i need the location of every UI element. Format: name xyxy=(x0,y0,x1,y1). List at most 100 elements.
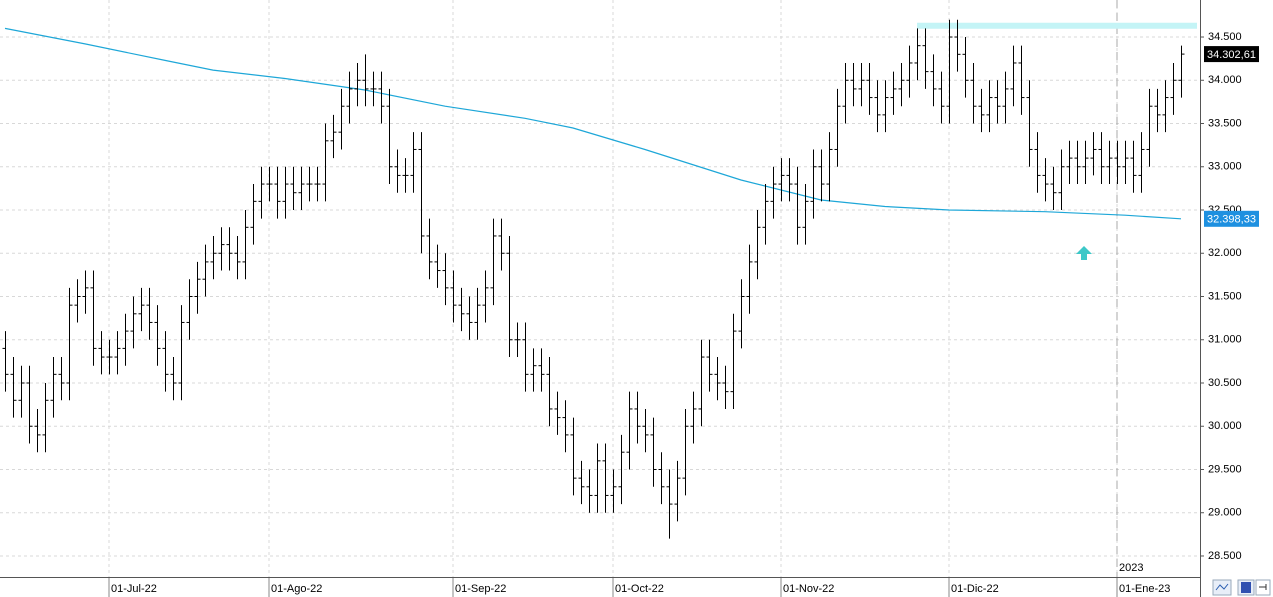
ohlc-bar xyxy=(282,166,289,219)
ohlc-bar xyxy=(258,166,265,219)
ohlc-bar xyxy=(1074,140,1081,185)
ohlc-bar xyxy=(778,158,785,202)
ohlc-bar xyxy=(10,357,17,418)
ohlc-bar xyxy=(1154,88,1161,133)
ohlc-bar xyxy=(658,452,665,505)
ohlc-bar xyxy=(330,114,337,159)
plot xyxy=(2,19,1197,539)
y-tick-label: 33.500 xyxy=(1208,117,1242,129)
ohlc-bar xyxy=(730,313,737,409)
ma-label: 32.398,33 xyxy=(1207,214,1256,226)
ohlc-bar xyxy=(818,149,825,202)
ohlc-bar xyxy=(914,28,921,81)
ohlc-bar xyxy=(610,469,617,513)
ohlc-bar xyxy=(554,391,561,435)
ohlc-bar xyxy=(506,235,513,358)
ohlc-bar xyxy=(178,305,185,401)
ohlc-bar xyxy=(522,322,529,392)
ohlc-bar xyxy=(146,287,153,340)
ohlc-bar xyxy=(210,235,217,280)
ohlc-bar xyxy=(1090,132,1097,176)
ohlc-bar xyxy=(218,227,225,271)
ohlc-bar xyxy=(642,408,649,453)
y-tick-label: 30.000 xyxy=(1208,420,1242,432)
ohlc-bar xyxy=(890,71,897,115)
ohlc-bar xyxy=(2,331,9,392)
price-label-box xyxy=(1204,46,1259,63)
y-tick-label: 31.000 xyxy=(1208,334,1242,346)
ohlc-bar xyxy=(306,166,313,202)
moving-average xyxy=(4,27,1182,220)
ohlc-bar xyxy=(1146,88,1153,167)
icon xyxy=(1259,584,1267,590)
ohlc-bar xyxy=(666,469,673,539)
icon xyxy=(1241,582,1251,593)
ohlc-bar xyxy=(450,270,457,323)
x-tick-label: 01-Jul-22 xyxy=(111,583,157,595)
ohlc-bar xyxy=(170,357,177,401)
ma-label-box xyxy=(1204,210,1259,227)
ohlc-bar xyxy=(634,391,641,444)
ohlc-bar xyxy=(578,460,585,505)
ohlc-bar xyxy=(1162,80,1169,133)
ohlc-bar xyxy=(162,331,169,392)
ohlc-bar xyxy=(618,434,625,505)
ohlc-bar xyxy=(74,279,81,323)
toolbar xyxy=(1212,579,1271,596)
ohlc-bar xyxy=(290,166,297,211)
ohlc-bar xyxy=(570,417,577,496)
ohlc-bar xyxy=(1002,71,1009,124)
ohlc-bar xyxy=(90,270,97,366)
ohlc-bar xyxy=(1138,132,1145,193)
ohlc-bar xyxy=(82,270,89,314)
ohlc-bar xyxy=(298,166,305,211)
ohlc-bar xyxy=(706,339,713,392)
ohlc-bar xyxy=(50,357,57,418)
ohlc-bar xyxy=(970,62,977,124)
ohlc-bar xyxy=(266,166,273,202)
ohlc-bar xyxy=(994,80,1001,124)
y-tick-label: 29.000 xyxy=(1208,507,1242,519)
ohlc-bar xyxy=(1058,149,1065,211)
ohlc-bar xyxy=(154,305,161,366)
ohlc-bar xyxy=(234,235,241,280)
ohlc-bar xyxy=(1010,45,1017,107)
ohlc-bar xyxy=(1034,132,1041,193)
ohlc-bar xyxy=(1018,45,1025,115)
ohlc-bar xyxy=(58,357,65,401)
grid xyxy=(0,0,1204,597)
ohlc-bar xyxy=(338,88,345,150)
ohlc-bar xyxy=(530,348,537,392)
ohlc-bar xyxy=(922,28,929,89)
ohlc-bar xyxy=(898,62,905,107)
ohlc-bar xyxy=(826,132,833,202)
ohlc-bar xyxy=(202,244,209,297)
ohlc-bar xyxy=(410,132,417,193)
ohlc-bar xyxy=(538,348,545,392)
x-tick-label: 01-Dic-22 xyxy=(951,583,999,595)
ohlc-bar xyxy=(378,71,385,124)
ohlc-bar xyxy=(322,123,329,202)
ohlc-bar xyxy=(1114,140,1121,185)
ohlc-bar xyxy=(762,184,769,245)
ohlc-bar xyxy=(226,227,233,271)
ohlc-bar xyxy=(482,270,489,323)
ohlc-bar xyxy=(866,62,873,115)
ohlc-bar xyxy=(274,166,281,219)
ohlc-bar xyxy=(114,331,121,375)
ohlc-bar xyxy=(930,54,937,107)
ohlc-bar xyxy=(810,149,817,219)
ohlc-bar xyxy=(186,279,193,340)
ohlc-bar xyxy=(954,19,961,72)
ohlc-bar xyxy=(842,62,849,124)
ohlc-bar xyxy=(42,382,49,453)
x-tick-label: 01-Oct-22 xyxy=(615,583,664,595)
ohlc-bar xyxy=(1050,166,1057,211)
ohlc-bar xyxy=(362,54,369,107)
ohlc-bar xyxy=(346,71,353,124)
ohlc-bar xyxy=(498,218,505,271)
ohlc-bar xyxy=(562,400,569,453)
ohlc-bar xyxy=(66,287,73,401)
ohlc-bar xyxy=(882,80,889,133)
